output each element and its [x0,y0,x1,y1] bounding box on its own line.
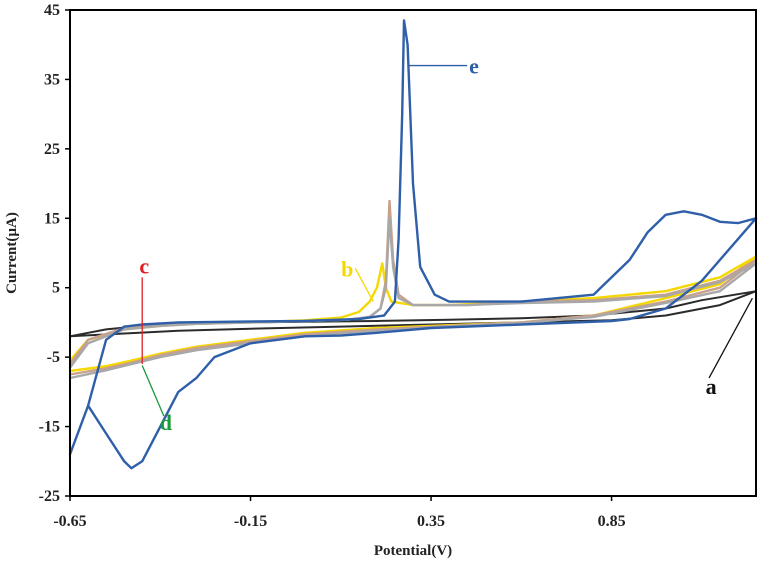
y-tick-label: 15 [44,210,60,227]
x-tick-label: 0.35 [417,513,445,530]
series-d-label: d [160,410,172,435]
y-tick-label: 25 [44,141,60,158]
series-a-leader-line [708,297,753,379]
x-tick-label: -0.15 [234,513,267,530]
y-tick-label: 5 [52,280,60,297]
series-e-label: e [469,54,479,79]
series-a-label: a [706,374,717,399]
y-tick-label: -15 [39,419,60,436]
x-axis-title: Potential(V) [374,543,452,559]
y-axis: -25 -15 -5 5 15 25 35 45 [39,2,70,505]
y-axis-title: Current(µA) [4,212,20,294]
x-tick-label: 0.85 [598,513,626,530]
series-c-label: c [139,253,149,278]
x-tick-label: -0.65 [53,513,86,530]
x-axis: -0.65 -0.15 0.35 0.85 [53,496,626,530]
y-tick-label: -25 [39,488,60,505]
plot-area [68,19,758,470]
y-tick-label: 35 [44,71,60,88]
series-b-label: b [341,256,353,281]
y-tick-label: 45 [44,2,60,19]
series-d-leader-line [141,365,165,417]
y-tick-label: -5 [47,349,60,366]
plot-frame [69,9,757,497]
series-e-line [68,19,758,470]
series-b-leader-line [354,267,374,302]
series-annotations: a b c d e [139,54,753,435]
